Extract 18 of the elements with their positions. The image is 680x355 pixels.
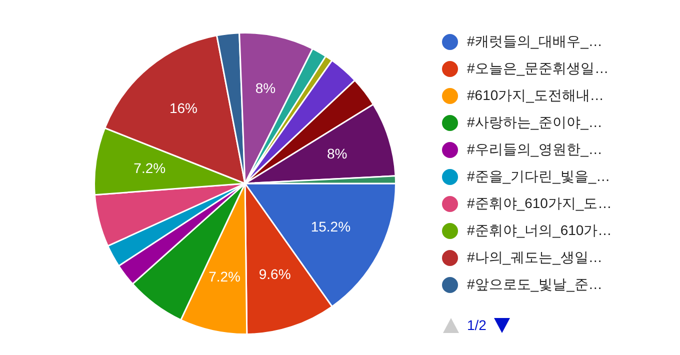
legend-label: #610가지_도전해내… <box>467 86 604 105</box>
legend-label: #우리들의_영원한_… <box>467 140 602 159</box>
data-label: 8% <box>327 146 348 162</box>
data-label: 7.2% <box>208 268 241 285</box>
text: 1/2 <box>467 317 486 333</box>
legend-label: #오늘은_문준휘생일… <box>467 60 609 78</box>
legend-label: #사랑하는_준이야_… <box>467 114 602 132</box>
data-label: 15.2% <box>310 218 351 235</box>
legend-label: #준을_기다린_빛을_… <box>467 168 610 186</box>
legend-label: #나의_궤도는_생일… <box>467 249 602 268</box>
legend-label: #캐럿들의_대배우_… <box>467 32 602 51</box>
data-label: 8% <box>255 80 276 96</box>
legend-label: #앞으로도_빛날_준… <box>467 276 602 294</box>
data-label: 7.2% <box>134 160 166 176</box>
legend-label: #준휘야_610가지_도… <box>467 195 612 214</box>
legend-label: #준휘야_너의_610가… <box>467 222 612 240</box>
data-label: 9.6% <box>258 266 291 282</box>
data-label: 16% <box>169 100 198 116</box>
